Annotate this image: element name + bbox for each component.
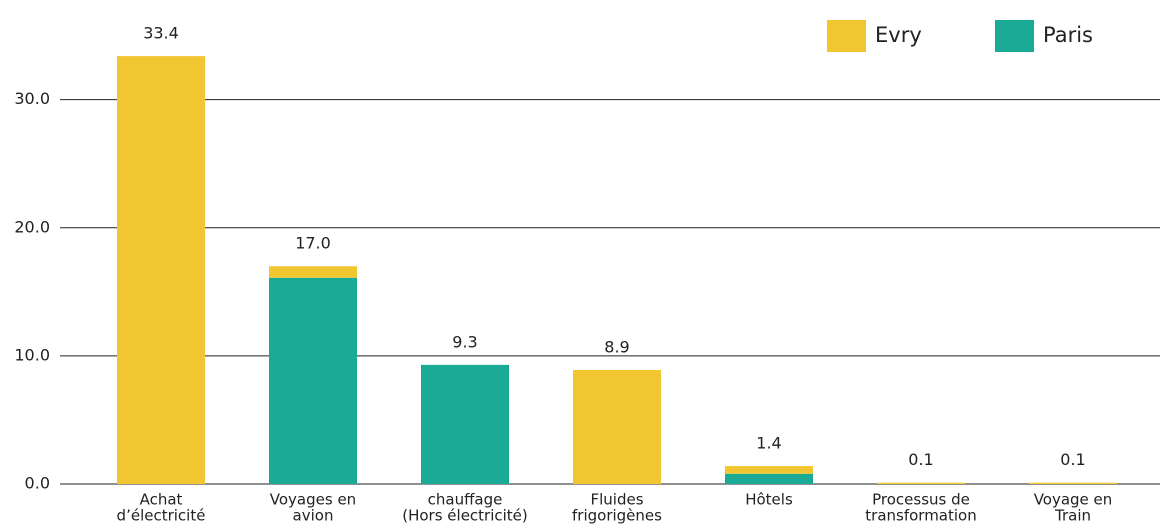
x-tick-label: Voyages en bbox=[270, 491, 356, 509]
x-tick-label: (Hors électricité) bbox=[402, 507, 528, 525]
bar-segment bbox=[117, 56, 205, 484]
legend-swatch bbox=[995, 20, 1034, 52]
x-tick-label: Hôtels bbox=[745, 491, 793, 509]
x-tick-label: Fluides bbox=[590, 491, 643, 509]
x-tick-label: frigorigènes bbox=[572, 507, 662, 525]
bar-segment bbox=[573, 369, 661, 484]
x-tick-label: d’électricité bbox=[117, 507, 206, 525]
y-tick-label: 30.0 bbox=[14, 89, 50, 108]
bar-segment bbox=[877, 482, 965, 484]
bar-segment bbox=[1029, 482, 1117, 484]
bar-segment bbox=[269, 277, 357, 484]
x-tick-label: chauffage bbox=[428, 491, 503, 509]
bar-segment bbox=[421, 364, 509, 484]
bar-segment bbox=[725, 473, 813, 484]
bar-segment bbox=[725, 466, 813, 474]
x-tick-label: Train bbox=[1054, 507, 1091, 525]
y-tick-label: 10.0 bbox=[14, 345, 50, 364]
value-label: 9.3 bbox=[452, 332, 477, 351]
x-tick-label: avion bbox=[293, 507, 334, 525]
value-label: 0.1 bbox=[1060, 450, 1085, 469]
x-tick-label: Achat bbox=[140, 491, 183, 509]
value-label: 33.4 bbox=[143, 24, 179, 43]
legend-label: Paris bbox=[1043, 23, 1093, 47]
y-tick-label: 0.0 bbox=[25, 474, 50, 493]
value-label: 8.9 bbox=[604, 337, 629, 356]
value-label: 0.1 bbox=[908, 450, 933, 469]
x-tick-label: Processus de bbox=[872, 491, 970, 509]
y-tick-label: 20.0 bbox=[14, 217, 50, 236]
value-label: 1.4 bbox=[756, 434, 781, 453]
legend-swatch bbox=[827, 20, 866, 52]
x-tick-label: transformation bbox=[865, 507, 976, 525]
x-tick-label: Voyage en bbox=[1034, 491, 1113, 509]
value-label: 17.0 bbox=[295, 234, 331, 253]
bar-segment bbox=[269, 266, 357, 278]
legend-label: Evry bbox=[875, 23, 922, 47]
